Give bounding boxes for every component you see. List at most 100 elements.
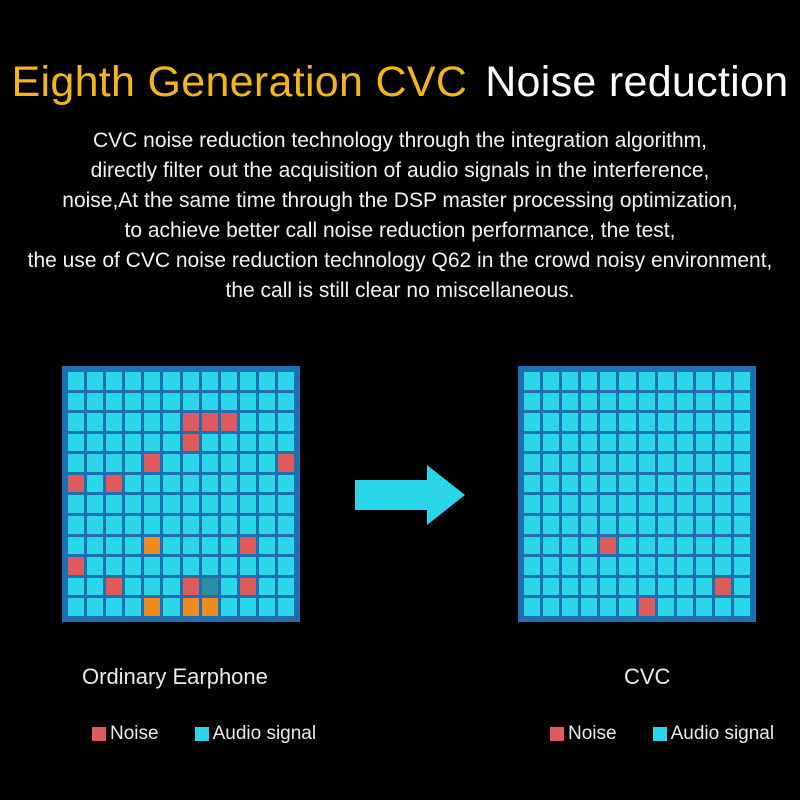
grid-cell <box>125 536 142 555</box>
grid-cell <box>201 557 218 575</box>
grid-cell <box>87 557 104 575</box>
grid-cell <box>125 557 142 575</box>
grid-cell <box>277 474 294 493</box>
grid-cell <box>543 536 560 555</box>
grid-cell <box>524 577 541 596</box>
grid-cell <box>87 495 104 514</box>
grid-cell <box>619 433 636 452</box>
grid-cell <box>676 372 693 390</box>
grid-cell <box>543 413 560 431</box>
grid-cell <box>220 557 237 575</box>
legend-noise: Noise <box>550 723 617 745</box>
grid-cell <box>277 392 294 411</box>
grid-cell <box>638 577 655 596</box>
grid-cell <box>581 598 598 616</box>
grid-cell <box>144 516 161 534</box>
grid-cell <box>733 454 750 472</box>
grid-cell <box>733 413 750 431</box>
grid-cell <box>125 495 142 514</box>
grid-cell <box>543 474 560 493</box>
grid-cell <box>543 557 560 575</box>
grid-cell <box>125 516 142 534</box>
grid-cell <box>163 392 180 411</box>
grid-cell <box>239 516 256 534</box>
grid-cell <box>201 598 218 616</box>
grid-cell <box>562 392 579 411</box>
grid-cell <box>125 598 142 616</box>
grid-cell <box>220 598 237 616</box>
grid-cell <box>657 413 674 431</box>
grid-cell <box>695 474 712 493</box>
grid-cell <box>695 433 712 452</box>
page-title: Eighth Generation CVC Noise reduction <box>0 58 800 107</box>
grid-cell <box>220 536 237 555</box>
grid-cell <box>239 536 256 555</box>
noise-swatch-icon <box>550 727 564 741</box>
grid-cell <box>676 557 693 575</box>
grid-cell <box>581 372 598 390</box>
grid-cell <box>638 495 655 514</box>
legend-audio: Audio signal <box>194 723 316 745</box>
grid-cell <box>619 598 636 616</box>
grid-cell <box>695 372 712 390</box>
grid-cell <box>239 413 256 431</box>
grid-cell <box>277 413 294 431</box>
grid-cell <box>125 392 142 411</box>
grid-cell <box>68 495 85 514</box>
grid-cell <box>277 454 294 472</box>
grid-cell <box>220 454 237 472</box>
grid-cell <box>600 454 617 472</box>
grid-cell <box>524 516 541 534</box>
grid-cell <box>258 598 275 616</box>
grid-cell <box>543 516 560 534</box>
grid-cell <box>581 454 598 472</box>
grid-cell <box>220 474 237 493</box>
grid-cell <box>714 598 731 616</box>
grid-cell <box>733 557 750 575</box>
grid-cell <box>657 516 674 534</box>
grid-cell <box>144 536 161 555</box>
grid-cell <box>619 392 636 411</box>
grid-cell <box>676 392 693 411</box>
grid-cell <box>258 516 275 534</box>
grid-cell <box>524 413 541 431</box>
grid-cell <box>695 577 712 596</box>
grid-cell <box>258 413 275 431</box>
grid-cell <box>201 536 218 555</box>
title-highlight: Eighth Generation CVC <box>11 58 468 106</box>
grid-cell <box>562 372 579 390</box>
grid-cell <box>220 433 237 452</box>
grid-cell <box>695 495 712 514</box>
ordinary-earphone-caption: Ordinary Earphone <box>82 664 268 689</box>
grid-cell <box>163 598 180 616</box>
grid-cell <box>87 536 104 555</box>
grid-cell <box>543 577 560 596</box>
grid-cell <box>68 454 85 472</box>
grid-cell <box>676 577 693 596</box>
grid-cell <box>676 454 693 472</box>
grid-cell <box>220 372 237 390</box>
grid-cell <box>182 557 199 575</box>
grid-cell <box>68 557 85 575</box>
grid-cell <box>524 536 541 555</box>
grid-cell <box>144 454 161 472</box>
grid-cell <box>144 433 161 452</box>
grid-cell <box>144 577 161 596</box>
grid-cell <box>201 474 218 493</box>
grid-cell <box>714 392 731 411</box>
description-line: noise,At the same time through the DSP m… <box>62 189 738 212</box>
grid-cell <box>657 392 674 411</box>
grid-cell <box>581 516 598 534</box>
noise-swatch-icon <box>92 727 106 741</box>
audio-swatch-icon <box>652 727 667 741</box>
grid-cell <box>562 413 579 431</box>
grid-cell <box>638 454 655 472</box>
grid-cell <box>125 372 142 390</box>
grid-cell <box>733 392 750 411</box>
grid-cell <box>543 392 560 411</box>
grid-cell <box>144 598 161 616</box>
grid-cell <box>733 372 750 390</box>
grid-cell <box>695 516 712 534</box>
grid-cell <box>543 454 560 472</box>
grid-cell <box>163 495 180 514</box>
